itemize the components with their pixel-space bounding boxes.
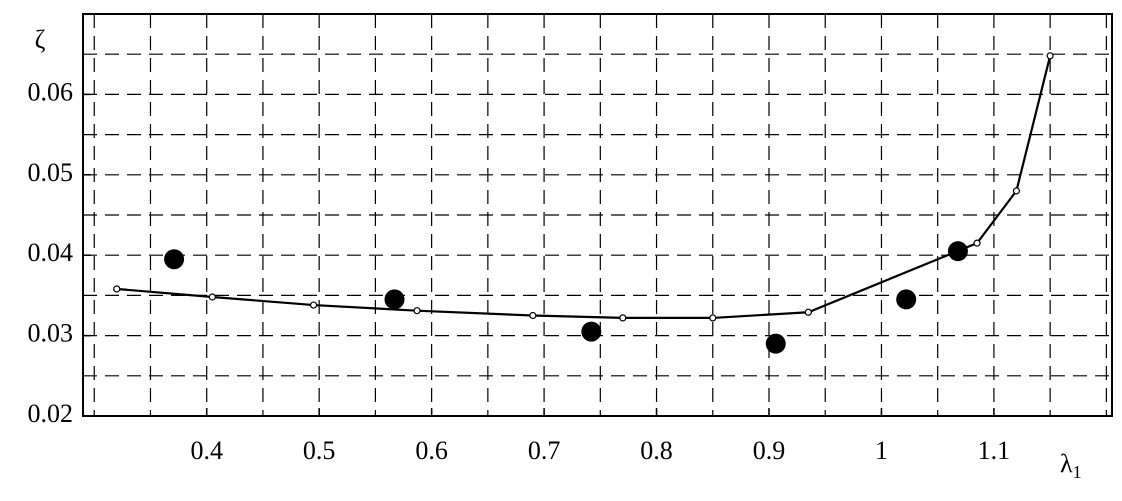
y-tick-label: 0.06 — [28, 77, 74, 106]
x-tick-label: 0.9 — [753, 436, 786, 465]
data-point — [581, 321, 602, 342]
y-tick-label: 0.03 — [28, 319, 74, 348]
curve — [116, 55, 1052, 320]
x-axis-label-sub: 1 — [1073, 462, 1082, 482]
data-point — [164, 249, 185, 270]
x-tick-label: 0.6 — [415, 436, 448, 465]
x-tick-label: 0.7 — [528, 436, 561, 465]
curve-marker — [413, 307, 421, 315]
curve-marker — [113, 285, 121, 293]
curve-marker — [1046, 52, 1054, 60]
x-tick-label: 0.4 — [190, 436, 223, 465]
curve-marker — [619, 314, 627, 322]
x-axis-label-main: λ — [1060, 449, 1073, 478]
x-tick-label: 1.1 — [978, 436, 1011, 465]
x-axis-label: λ1 — [1060, 449, 1082, 482]
plot-frame — [82, 13, 1113, 417]
y-tick-label: 0.05 — [28, 158, 74, 187]
data-point — [384, 289, 405, 310]
data-point — [896, 289, 917, 310]
y-tick-label: 0.04 — [28, 238, 74, 267]
curve-marker — [973, 239, 981, 247]
y-tick-label: 0.02 — [28, 399, 74, 428]
curve-marker — [804, 308, 812, 316]
x-tick-label: 0.5 — [303, 436, 336, 465]
x-tick-label: 1 — [875, 436, 888, 465]
data-point — [947, 241, 968, 262]
curve-marker — [208, 293, 216, 301]
data-point — [765, 333, 786, 354]
curve-marker — [529, 311, 537, 320]
curve-marker — [1012, 187, 1021, 195]
y-axis-label: ζ — [35, 25, 46, 54]
curve-marker — [309, 301, 318, 309]
curve-marker — [709, 314, 717, 322]
x-tick-label: 0.8 — [640, 436, 673, 465]
